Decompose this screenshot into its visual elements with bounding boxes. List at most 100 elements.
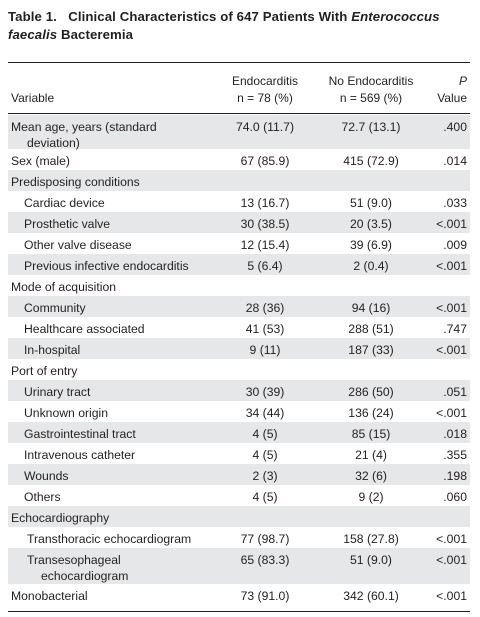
cell-p-value: .033	[443, 196, 467, 210]
cell-no-endocarditis: 136 (24)	[348, 406, 394, 420]
cell-variable: Transesophageal echocardiogram	[27, 552, 128, 584]
table-row: Intravenous catheter 4 (5) 21 (4) .355	[8, 443, 470, 464]
header-no-endocarditis-label: No Endocarditis	[328, 74, 414, 88]
cell-variable: Unknown origin	[24, 406, 109, 420]
table-row: Transesophageal echocardiogram 65 (83.3) 51…	[8, 548, 470, 584]
cell-endocarditis: 65 (83.3)	[240, 553, 290, 567]
cell-variable: Gastrointestinal tract	[24, 427, 136, 441]
cell-p-value: .355	[443, 448, 467, 462]
cell-variable-line2: deviation)	[27, 136, 80, 150]
cell-variable: Wounds	[24, 469, 69, 483]
cell-p-value: <.001	[436, 532, 467, 546]
cell-p-value: .018	[443, 427, 467, 441]
cell-p-value: <.001	[436, 301, 467, 315]
cell-p-value: .051	[443, 385, 467, 399]
cell-variable: Mean age, years (standard deviation)	[11, 119, 157, 151]
cell-no-endocarditis: 85 (15)	[351, 427, 391, 441]
cell-endocarditis: 34 (44)	[245, 406, 285, 420]
title-text-b: Bacteremia	[60, 27, 134, 42]
cell-variable-line1: Transesophageal	[27, 553, 121, 567]
cell-variable: Mode of acquisition	[11, 280, 117, 294]
cell-no-endocarditis: 9 (2)	[358, 490, 384, 504]
table-row: Predisposing conditions	[8, 170, 470, 191]
cell-variable: Predisposing conditions	[11, 175, 140, 189]
cell-variable: Others	[24, 490, 61, 504]
cell-no-endocarditis: 286 (50)	[348, 385, 394, 399]
table-body: Mean age, years (standard deviation) 74.0 …	[8, 115, 470, 606]
cell-endocarditis: 73 (91.0)	[240, 589, 290, 603]
cell-no-endocarditis: 94 (16)	[351, 301, 391, 315]
cell-endocarditis: 9 (11)	[249, 343, 281, 357]
cell-endocarditis: 28 (36)	[245, 301, 285, 315]
table-row: Prosthetic valve 30 (38.5) 20 (3.5) <.001	[8, 212, 470, 233]
cell-no-endocarditis: 20 (3.5)	[349, 217, 392, 231]
table-row: Community 28 (36) 94 (16) <.001	[8, 296, 470, 317]
table-row: Mean age, years (standard deviation) 74.0 …	[8, 115, 470, 151]
table-row: Echocardiography	[8, 506, 470, 527]
title-genus: Enterococcus	[351, 9, 440, 24]
title-text-a: Clinical Characteristics of 647 Patients…	[68, 9, 348, 24]
cell-p-value: .014	[443, 154, 467, 168]
table-title: Table 1. Clinical Characteristics of 647…	[8, 8, 472, 44]
table-row: In-hospital 9 (11) 187 (33) <.001	[8, 338, 470, 359]
cell-endocarditis: 13 (16.7)	[240, 196, 290, 210]
header-value: Value	[437, 91, 467, 105]
cell-variable: Other valve disease	[24, 238, 132, 252]
table-row: Port of entry	[8, 359, 470, 380]
cell-no-endocarditis: 39 (6.9)	[349, 238, 392, 252]
table-row: Cardiac device 13 (16.7) 51 (9.0) .033	[8, 191, 470, 212]
header-no-endocarditis-n: n = 569 (%)	[339, 91, 403, 105]
cell-no-endocarditis: 51 (9.0)	[349, 553, 392, 567]
cell-variable-line1: Mean age, years (standard	[11, 120, 157, 134]
cell-no-endocarditis: 21 (4)	[355, 448, 387, 462]
cell-p-value: <.001	[436, 589, 467, 603]
table-row: Wounds 2 (3) 32 (6) .198	[8, 464, 470, 485]
title-species: faecalis	[8, 27, 58, 42]
cell-no-endocarditis: 2 (0.4)	[353, 259, 389, 273]
table-row: Unknown origin 34 (44) 136 (24) <.001	[8, 401, 470, 422]
top-rule	[8, 62, 470, 63]
cell-p-value: <.001	[436, 406, 467, 420]
header-endocarditis-n: n = 78 (%)	[237, 91, 293, 105]
header-p: P	[458, 74, 467, 88]
cell-variable: Monobacterial	[11, 589, 88, 603]
cell-no-endocarditis: 158 (27.8)	[343, 532, 399, 546]
cell-no-endocarditis: 415 (72.9)	[343, 154, 399, 168]
cell-variable: Sex (male)	[11, 154, 70, 168]
cell-endocarditis: 4 (5)	[252, 490, 278, 504]
header-variable: Variable	[11, 91, 55, 105]
cell-variable: Echocardiography	[11, 511, 110, 525]
table-row: Urinary tract 30 (39) 286 (50) .051	[8, 380, 470, 401]
cell-variable: Intravenous catheter	[24, 448, 136, 462]
cell-endocarditis: 77 (98.7)	[240, 532, 290, 546]
cell-variable: Community	[24, 301, 86, 315]
table-row: Previous infective endocarditis 5 (6.4) 2 …	[8, 254, 470, 275]
header-rule	[8, 113, 470, 114]
cell-variable: In-hospital	[24, 343, 81, 357]
cell-endocarditis: 2 (3)	[252, 469, 278, 483]
cell-endocarditis: 5 (6.4)	[247, 259, 283, 273]
cell-p-value: .198	[443, 469, 467, 483]
cell-variable: Prosthetic valve	[24, 217, 111, 231]
cell-endocarditis: 30 (38.5)	[240, 217, 290, 231]
cell-no-endocarditis: 72.7 (13.1)	[341, 120, 401, 134]
cell-endocarditis: 74.0 (11.7)	[235, 120, 295, 134]
cell-endocarditis: 41 (53)	[245, 322, 285, 336]
cell-endocarditis: 4 (5)	[252, 448, 278, 462]
cell-p-value: <.001	[436, 217, 467, 231]
table-row: Others 4 (5) 9 (2) .060	[8, 485, 470, 506]
cell-variable: Previous infective endocarditis	[24, 259, 189, 273]
cell-no-endocarditis: 342 (60.1)	[343, 589, 399, 603]
table-number: Table 1.	[8, 9, 57, 24]
table-row: Sex (male) 67 (85.9) 415 (72.9) .014	[8, 149, 470, 170]
header-endocarditis-label: Endocarditis	[231, 74, 299, 88]
table-row: Healthcare associated 41 (53) 288 (51) .747	[8, 317, 470, 338]
bottom-rule	[8, 611, 470, 612]
cell-no-endocarditis: 32 (6)	[355, 469, 387, 483]
cell-variable: Port of entry	[11, 364, 78, 378]
table-row: Mode of acquisition	[8, 275, 470, 296]
cell-p-value: <.001	[436, 343, 467, 357]
cell-endocarditis: 67 (85.9)	[240, 154, 290, 168]
cell-variable: Cardiac device	[24, 196, 105, 210]
cell-no-endocarditis: 51 (9.0)	[349, 196, 392, 210]
